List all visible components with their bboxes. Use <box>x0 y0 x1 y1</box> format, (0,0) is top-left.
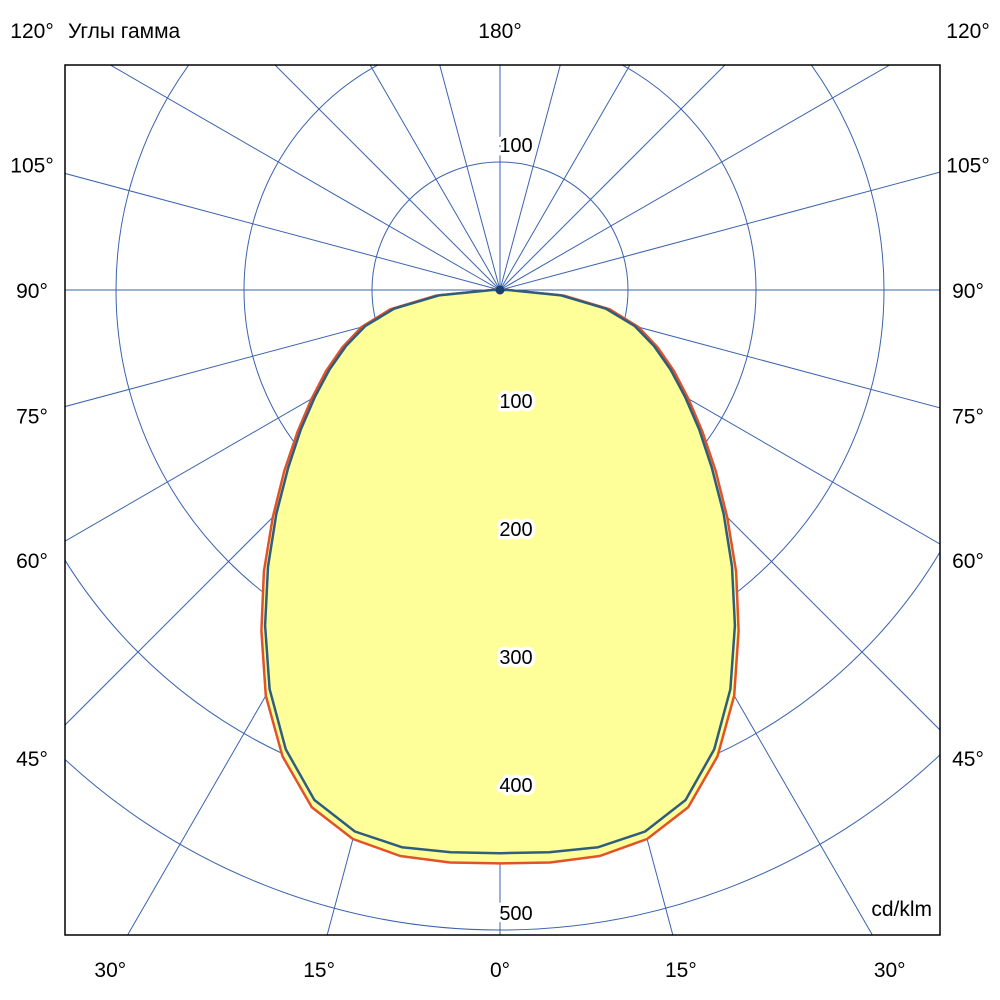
angle-label-left-60: 60° <box>16 550 48 573</box>
angle-label-right-60: 60° <box>952 550 984 573</box>
angle-label-bottom-2: 0° <box>490 959 510 982</box>
top-angle-label: 180° <box>478 20 521 43</box>
ring-label-upper-100: 100 <box>499 135 532 157</box>
ring-label-200: 200 <box>499 519 532 541</box>
angle-label-left-75: 75° <box>16 405 48 428</box>
chart-title: Углы гамма <box>68 20 181 43</box>
grid-ray-120 <box>499 65 891 291</box>
grid-ray-225 <box>274 65 501 291</box>
plot-frame <box>64 64 941 936</box>
pole-dot <box>495 285 505 295</box>
grid-ray-210 <box>369 65 501 291</box>
grid-ray-105 <box>499 171 940 291</box>
ring-label-100: 100 <box>499 391 532 413</box>
intensity-curves <box>260 285 740 865</box>
angle-label-bottom-1: 15° <box>303 959 335 982</box>
grid-ray-135 <box>499 65 726 291</box>
angle-label-right-75: 75° <box>952 405 984 428</box>
angle-label-left-105: 105° <box>10 155 53 178</box>
grid-ray-255 <box>65 172 501 291</box>
ring-value-labels: 100 200 300 400 500 100 <box>496 132 536 929</box>
grid-ray-285 <box>65 289 501 408</box>
angle-label-bottom-4: 30° <box>874 959 906 982</box>
angle-label-right-120: 120° <box>946 20 989 43</box>
curve-c0-c180-plane <box>263 288 737 855</box>
angle-label-left-120: 120° <box>10 20 53 43</box>
angle-label-right-90: 90° <box>952 280 984 303</box>
angle-label-bottom-0: 30° <box>94 959 126 982</box>
angle-label-left-45: 45° <box>16 748 48 771</box>
grid-ray-75 <box>499 289 940 409</box>
grid-ray-195 <box>439 65 501 291</box>
ring-label-300: 300 <box>499 647 532 669</box>
ring-label-400: 400 <box>499 775 532 797</box>
grid-ray-150 <box>499 65 631 291</box>
grid-ray-240 <box>109 65 501 291</box>
angle-label-right-105: 105° <box>946 155 989 178</box>
ring-label-500: 500 <box>499 903 532 925</box>
grid-ray-165 <box>499 65 561 291</box>
angle-label-bottom-3: 15° <box>665 959 697 982</box>
angle-label-left-90: 90° <box>16 280 48 303</box>
unit-label: cd/klm <box>871 898 932 921</box>
angle-label-right-45: 45° <box>952 748 984 771</box>
gamma-angle-labels: 120° 120° 105° 105° 90° 90° 75° 75° 60° 60° 45° 45°… <box>10 20 989 982</box>
